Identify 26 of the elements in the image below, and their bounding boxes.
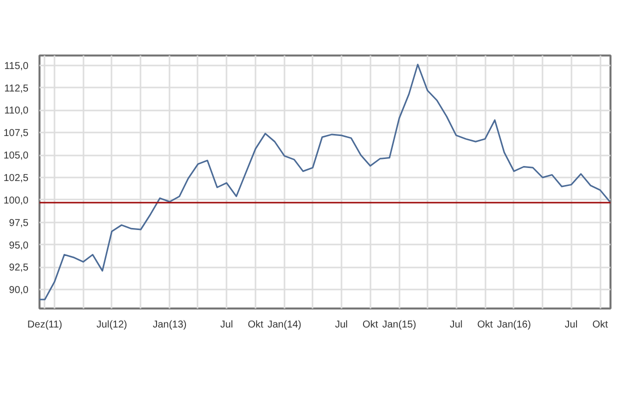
x-tick-label: Jul bbox=[450, 320, 463, 330]
y-tick-label: 100,0 bbox=[3, 195, 29, 206]
x-tick-label: Jan(13) bbox=[152, 320, 187, 330]
y-tick-label: 110,0 bbox=[4, 106, 29, 117]
y-tick-label: 102,5 bbox=[3, 173, 29, 184]
y-tick-label: 105,0 bbox=[3, 150, 29, 162]
y-tick-label: 97,5 bbox=[9, 218, 29, 229]
line-series bbox=[40, 64, 610, 300]
x-tick-label: Jul bbox=[334, 320, 348, 330]
x-tick-label: Jul bbox=[220, 320, 233, 330]
x-tick-label: Okt bbox=[248, 320, 264, 330]
x-tick-label: Jan(14) bbox=[267, 320, 302, 330]
x-tick-label: Okt bbox=[362, 320, 378, 330]
x-tick-label: Jul(12) bbox=[96, 320, 128, 330]
x-tick-label: Jan(16) bbox=[497, 320, 531, 330]
x-tick-label: Jan(15) bbox=[382, 320, 416, 330]
y-tick-label: 115,0 bbox=[4, 60, 29, 72]
y-tick-label: 90,0 bbox=[9, 285, 29, 296]
x-tick-label: Okt bbox=[592, 320, 608, 330]
x-tick-label: Dez(11) bbox=[27, 320, 62, 330]
y-tick-label: 92,5 bbox=[9, 262, 29, 274]
y-tick-label: 112,5 bbox=[4, 83, 29, 94]
y-tick-label: 95,0 bbox=[9, 240, 29, 252]
y-tick-label: 107,5 bbox=[3, 128, 29, 140]
x-tick-label: Jul bbox=[564, 320, 578, 330]
x-tick-label: Okt bbox=[477, 320, 494, 330]
